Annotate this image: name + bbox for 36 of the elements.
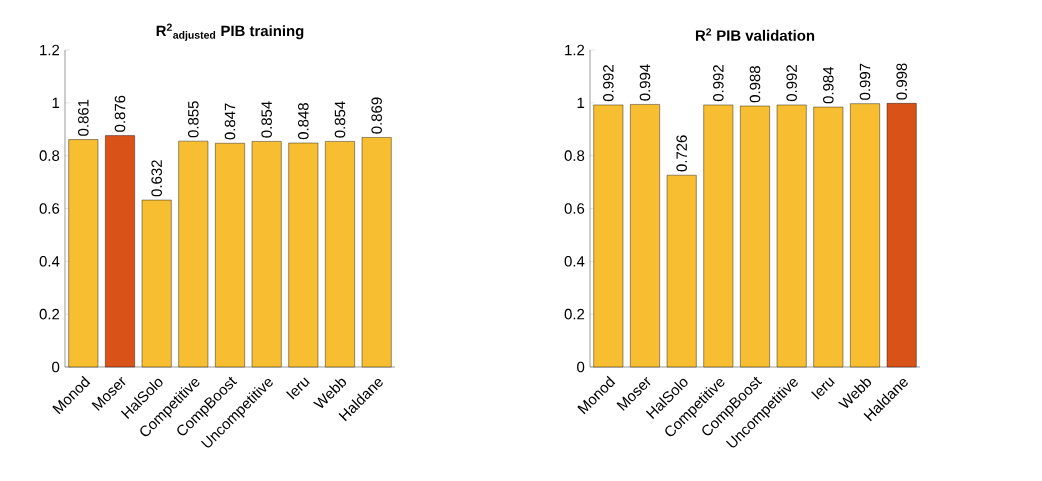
y-tick-label: 0.8 xyxy=(564,150,585,161)
data-label: 0.988 xyxy=(749,66,761,103)
y-tick-label: 0 xyxy=(52,361,60,373)
data-label: 0.992 xyxy=(713,65,724,102)
data-label: 0.998 xyxy=(896,63,907,100)
chart-title: R$^{2}$ PIB validation xyxy=(695,28,815,41)
data-label: 0.869 xyxy=(371,97,382,134)
data-label: 0.726 xyxy=(676,135,687,172)
y-tick-label: 1 xyxy=(52,97,60,108)
y-tick-label: 0.4 xyxy=(39,256,60,267)
data-label: 0.876 xyxy=(114,95,126,132)
y-tick-label: 0.2 xyxy=(39,308,60,320)
data-label: 0.992 xyxy=(786,65,797,102)
x-tick-label: Ieru xyxy=(286,377,310,400)
data-label: 0.861 xyxy=(78,99,89,136)
data-label: 0.984 xyxy=(823,66,834,104)
y-tick-label: 0.6 xyxy=(564,203,585,214)
y-tick-label: 0.6 xyxy=(39,203,60,214)
y-tick-label: 1 xyxy=(577,97,585,108)
data-label: 0.992 xyxy=(603,65,614,102)
chart-title: R$^{2}$$_{adjusted}$ PIB training xyxy=(156,23,304,41)
y-tick-label: 0 xyxy=(577,361,585,373)
y-tick-label: 1.2 xyxy=(40,44,60,56)
data-label: 0.632 xyxy=(151,160,162,197)
y-tick-label: 0.4 xyxy=(564,256,585,267)
y-tick-label: 0.2 xyxy=(564,308,585,320)
data-label: 0.854 xyxy=(334,101,346,138)
y-tick-label: 0.8 xyxy=(39,150,60,161)
data-label: 0.848 xyxy=(298,103,309,140)
x-tick-label: Ieru xyxy=(811,377,835,400)
data-label: 0.847 xyxy=(224,103,236,140)
data-label: 0.997 xyxy=(859,63,871,100)
y-tick-label: 1.2 xyxy=(565,44,585,56)
data-label: 0.854 xyxy=(261,101,272,138)
data-label: 0.994 xyxy=(639,64,651,101)
data-label: 0.855 xyxy=(188,101,199,138)
